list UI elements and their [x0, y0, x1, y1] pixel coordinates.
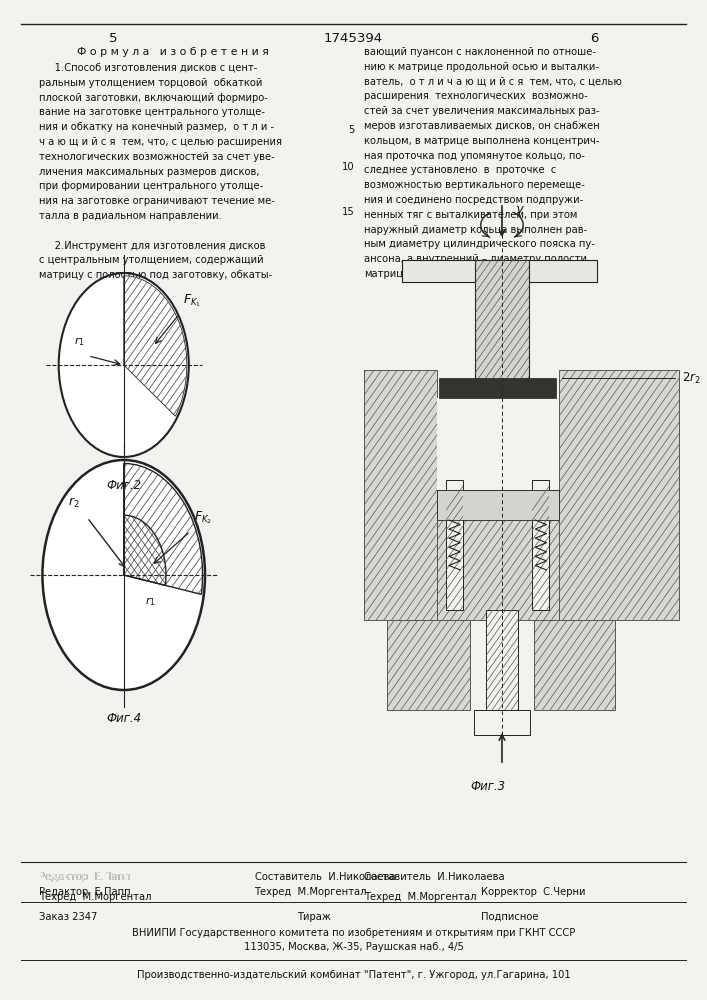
Text: 10: 10: [342, 162, 355, 172]
Text: 2.Инструмент для изготовления дисков: 2.Инструмент для изготовления дисков: [39, 241, 265, 251]
Text: ральным утолщением торцовой  обкаткой: ральным утолщением торцовой обкаткой: [39, 78, 262, 88]
Text: Ф о р м у л а   и з о б р е т е н и я: Ф о р м у л а и з о б р е т е н и я: [77, 47, 269, 57]
Text: ния и соединено посредством подпружи-: ния и соединено посредством подпружи-: [364, 195, 583, 205]
Text: ния и обкатку на конечный размер,  о т л и -: ния и обкатку на конечный размер, о т л …: [39, 122, 274, 132]
Text: ная проточка под упомянутое кольцо, по-: ная проточка под упомянутое кольцо, по-: [364, 151, 585, 161]
Text: $r_2$: $r_2$: [69, 495, 80, 510]
Bar: [474, 710, 530, 735]
Text: $F_{K_2}$: $F_{K_2}$: [194, 510, 212, 526]
Bar: [402, 260, 597, 282]
Text: Корректор  С.Черни: Корректор С.Черни: [481, 887, 585, 897]
Text: Фиг.2: Фиг.2: [106, 479, 141, 492]
Text: с центральным утолщением, содержащий: с центральным утолщением, содержащий: [39, 255, 264, 265]
Text: Редактор  Е.Папп: Редактор Е.Папп: [39, 872, 131, 882]
Text: 1.Способ изготовления дисков с цент-: 1.Способ изготовления дисков с цент-: [39, 63, 257, 73]
Text: вание на заготовке центрального утолще-: вание на заготовке центрального утолще-: [39, 107, 265, 117]
Text: Техред  М.Моргентал: Техред М.Моргентал: [364, 892, 477, 902]
Text: Тираж: Тираж: [297, 912, 331, 922]
Bar: [437, 490, 559, 620]
Text: Фиг.4: Фиг.4: [106, 712, 141, 725]
Text: вающий пуансон с наклоненной по отноше-: вающий пуансон с наклоненной по отноше-: [364, 47, 596, 57]
Text: меров изготавливаемых дисков, он снабжен: меров изготавливаемых дисков, он снабжен: [364, 121, 600, 131]
Text: наружный диаметр кольца выполнен рав-: наружный диаметр кольца выполнен рав-: [364, 225, 588, 235]
Bar: [437, 490, 559, 520]
Bar: [559, 370, 679, 620]
Text: Редактор  Е.Папп: Редактор Е.Папп: [39, 887, 131, 897]
Wedge shape: [124, 515, 166, 585]
Text: ВНИИПИ Государственного комитета по изобретениям и открытиям при ГКНТ СССР: ВНИИПИ Государственного комитета по изоб…: [132, 928, 575, 938]
Text: Производственно-издательский комбинат "Патент", г. Ужгород, ул.Гагарина, 101: Производственно-издательский комбинат "П…: [136, 970, 571, 980]
Text: нию к матрице продольной осью и выталки-: нию к матрице продольной осью и выталки-: [364, 62, 599, 72]
Text: Фиг.3: Фиг.3: [470, 780, 506, 793]
Bar: [532, 480, 549, 610]
Text: при формировании центрального утолще-: при формировании центрального утолще-: [39, 181, 263, 191]
Text: талла в радиальном направлении.: талла в радиальном направлении.: [39, 211, 222, 221]
Bar: [446, 480, 463, 610]
Text: матрицы.: матрицы.: [364, 269, 414, 279]
Text: Техред  М.Моргентал: Техред М.Моргентал: [39, 892, 151, 902]
Text: технологических возможностей за счет уве-: технологических возможностей за счет уве…: [39, 152, 274, 162]
Bar: [475, 260, 529, 383]
Text: плоской заготовки, включающий формиро-: плоской заготовки, включающий формиро-: [39, 93, 268, 103]
Text: $2r_2$: $2r_2$: [682, 370, 701, 386]
Text: $r_1$: $r_1$: [145, 595, 156, 608]
Text: стей за счет увеличения максимальных раз-: стей за счет увеличения максимальных раз…: [364, 106, 600, 116]
Bar: [439, 378, 556, 398]
Bar: [364, 370, 437, 620]
Text: $F_{K_1}$: $F_{K_1}$: [182, 293, 201, 309]
Circle shape: [59, 273, 189, 457]
Bar: [437, 398, 559, 490]
Text: следнее установлено  в  проточке  с: следнее установлено в проточке с: [364, 165, 556, 175]
Text: γ: γ: [515, 204, 522, 217]
Text: ч а ю щ и й с я  тем, что, с целью расширения: ч а ю щ и й с я тем, что, с целью расшир…: [39, 137, 282, 147]
Text: 113035, Москва, Ж-35, Раушская наб., 4/5: 113035, Москва, Ж-35, Раушская наб., 4/5: [244, 942, 463, 952]
Text: ным диаметру цилиндрического пояска пу-: ным диаметру цилиндрического пояска пу-: [364, 239, 595, 249]
Text: возможностью вертикального перемеще-: возможностью вертикального перемеще-: [364, 180, 585, 190]
Circle shape: [42, 460, 205, 690]
Text: расширения  технологических  возможно-: расширения технологических возможно-: [364, 91, 588, 101]
Text: 5: 5: [109, 32, 117, 45]
Text: Составитель  И.Николаева: Составитель И.Николаева: [364, 872, 505, 882]
Text: 6: 6: [590, 32, 598, 45]
Text: Редактор  Е.Папп: Редактор Е.Папп: [39, 872, 131, 882]
Text: личения максимальных размеров дисков,: личения максимальных размеров дисков,: [39, 167, 259, 177]
Text: Подписное: Подписное: [481, 912, 538, 922]
Text: 5: 5: [349, 125, 355, 135]
Text: Заказ 2347: Заказ 2347: [39, 912, 98, 922]
Text: ния на заготовке ограничивают течение ме-: ния на заготовке ограничивают течение ме…: [39, 196, 275, 206]
Text: Составитель  И.Николаева: Составитель И.Николаева: [255, 872, 395, 882]
Text: 15: 15: [342, 207, 355, 217]
Text: $r_1$: $r_1$: [74, 335, 84, 348]
Bar: [486, 610, 518, 710]
Text: кольцом, в матрице выполнена концентрич-: кольцом, в матрице выполнена концентрич-: [364, 136, 600, 146]
Text: 1745394: 1745394: [324, 32, 383, 45]
Bar: [387, 620, 470, 710]
Text: Техред  М.Моргентал: Техред М.Моргентал: [255, 887, 367, 897]
Text: ансона, а внутренний – диаметру полости: ансона, а внутренний – диаметру полости: [364, 254, 587, 264]
Text: матрицу с полостью под заготовку, обкаты-: матрицу с полостью под заготовку, обкаты…: [39, 270, 272, 280]
Bar: [534, 620, 615, 710]
Wedge shape: [124, 276, 187, 416]
Text: ватель,  о т л и ч а ю щ и й с я  тем, что, с целью: ватель, о т л и ч а ю щ и й с я тем, что…: [364, 77, 622, 87]
Text: ненных тяг с выталкивателем, при этом: ненных тяг с выталкивателем, при этом: [364, 210, 578, 220]
